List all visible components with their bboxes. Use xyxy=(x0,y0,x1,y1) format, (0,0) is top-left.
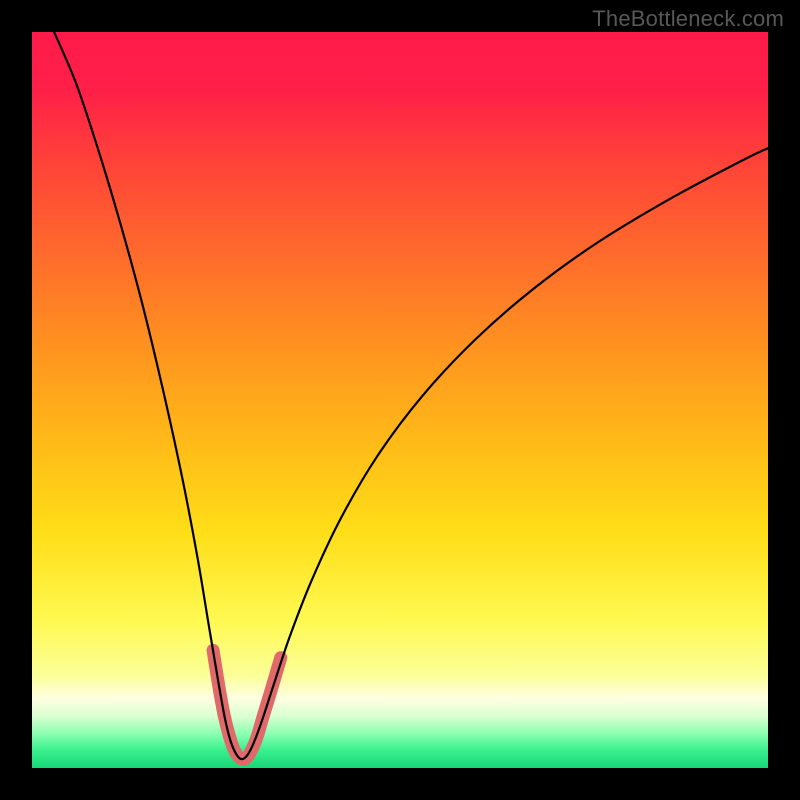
plot-frame xyxy=(32,32,768,768)
gradient-background xyxy=(32,32,768,768)
chart-root: TheBottleneck.com xyxy=(0,0,800,800)
bottleneck-curve-chart xyxy=(32,32,768,768)
watermark-text: TheBottleneck.com xyxy=(592,6,784,32)
